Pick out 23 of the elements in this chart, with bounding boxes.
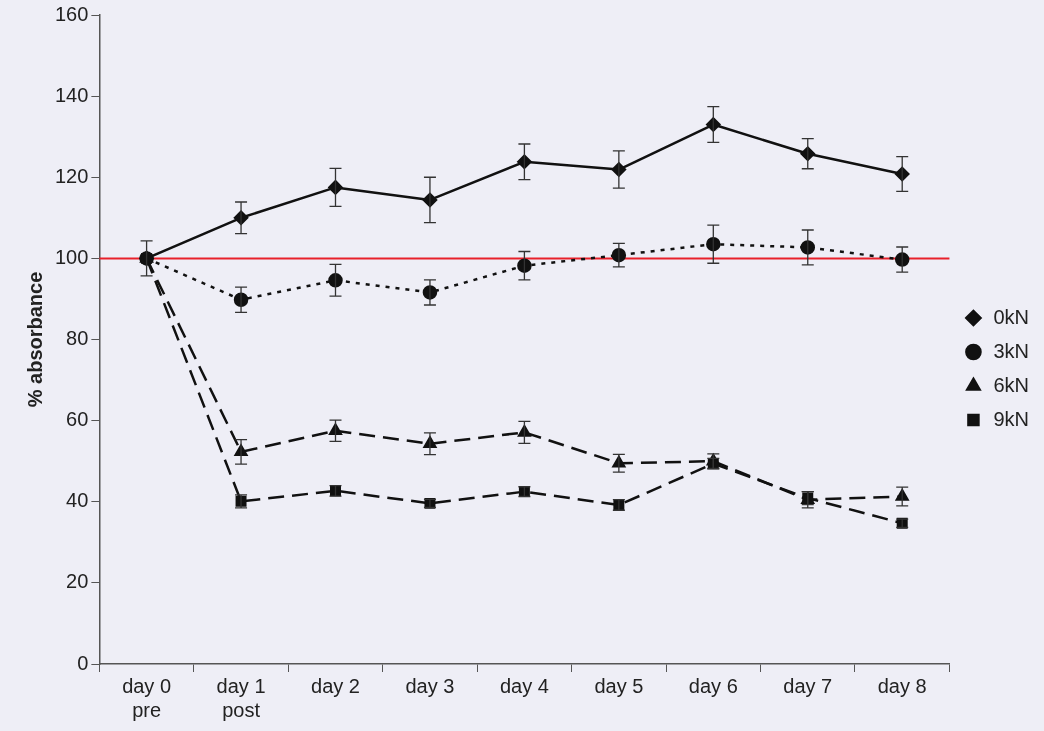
x-tick-label: day 6 (688, 674, 738, 697)
x-tick-label: day 8 (877, 674, 927, 697)
y-tick-label: 0 (77, 651, 89, 674)
x-tick-label: day 3 (405, 674, 455, 697)
x-tick-label: day 7 (783, 674, 833, 697)
y-tick-label: 60 (66, 408, 89, 431)
x-tick-label: day 5 (594, 674, 644, 697)
y-tick-label: 100 (54, 245, 89, 268)
y-tick-label: 80 (66, 327, 89, 350)
y-tick-label: 120 (54, 164, 89, 187)
legend-label: 9kN (993, 407, 1030, 430)
y-tick-label: 140 (54, 83, 89, 106)
x-tick-label: day 1 post (216, 674, 266, 721)
x-tick-label: day 2 (311, 674, 360, 697)
y-axis-title: % absorbance (23, 271, 46, 408)
x-tick-label: day 4 (499, 674, 549, 697)
legend-label: 3kN (993, 339, 1030, 362)
x-tick-label: day 0 pre (122, 674, 172, 721)
legend-label: 6kN (993, 373, 1030, 396)
y-tick-label: 40 (66, 489, 89, 512)
legend-label: 0kN (993, 305, 1030, 328)
y-tick-label: 20 (66, 570, 89, 593)
y-tick-label: 160 (54, 2, 89, 25)
